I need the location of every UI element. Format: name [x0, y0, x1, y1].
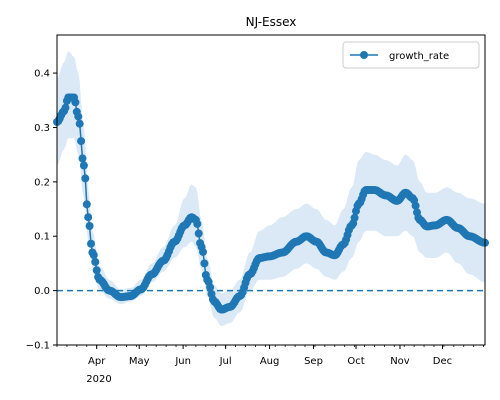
data-point — [194, 229, 203, 238]
plot-area — [53, 51, 489, 327]
y-tick-label: 0.4 — [34, 69, 50, 80]
data-point — [74, 112, 83, 121]
x-tick-label: Sep — [304, 356, 323, 367]
x-tick-label: Oct — [347, 356, 364, 367]
data-point — [87, 239, 95, 248]
legend-box — [342, 41, 480, 69]
legend-marker-swatch — [360, 51, 368, 59]
x-tick-label: Dec — [433, 356, 452, 367]
confidence-band — [57, 51, 485, 327]
x-tick-label: Apr — [88, 356, 106, 367]
data-point — [193, 219, 202, 228]
data-point — [75, 119, 84, 128]
data-point — [91, 257, 100, 266]
y-tick-label: 0.1 — [34, 232, 50, 243]
x-tick-label: Jun — [174, 356, 191, 367]
data-point — [81, 174, 90, 183]
x-year-label: 2020 — [86, 374, 111, 385]
data-point — [89, 251, 98, 260]
x-tick-label: Aug — [260, 356, 280, 367]
y-tick-label: −0.1 — [26, 341, 50, 352]
data-point — [84, 213, 93, 222]
data-point — [92, 266, 101, 275]
data-point — [199, 247, 207, 256]
data-point — [350, 213, 359, 222]
data-point — [200, 259, 209, 268]
data-point — [77, 137, 86, 146]
data-point — [79, 161, 88, 170]
data-point — [78, 154, 87, 163]
data-point — [411, 201, 420, 210]
axes-frame — [56, 34, 486, 346]
x-tick-label: Nov — [390, 356, 410, 367]
data-point — [71, 98, 80, 107]
data-point — [61, 103, 70, 112]
data-point — [206, 283, 215, 292]
x-tick-label: Jul — [219, 356, 232, 367]
x-axis: Apr May Jun Jul Aug Sep Oct Nov Dec — [56, 345, 484, 367]
y-axis: −0.1 0.0 0.1 0.2 0.3 0.4 — [26, 69, 57, 352]
x-tick-label: May — [129, 356, 150, 367]
y-tick-label: 0.3 — [34, 123, 50, 134]
data-point — [85, 222, 94, 230]
data-point — [82, 200, 91, 209]
y-tick-label: 0.0 — [34, 286, 50, 297]
chart-title: NJ-Essex — [246, 15, 297, 29]
legend-label-growth-rate: growth_rate — [389, 51, 449, 62]
legend: growth_rate — [342, 41, 480, 69]
y-tick-label: 0.2 — [34, 177, 50, 188]
